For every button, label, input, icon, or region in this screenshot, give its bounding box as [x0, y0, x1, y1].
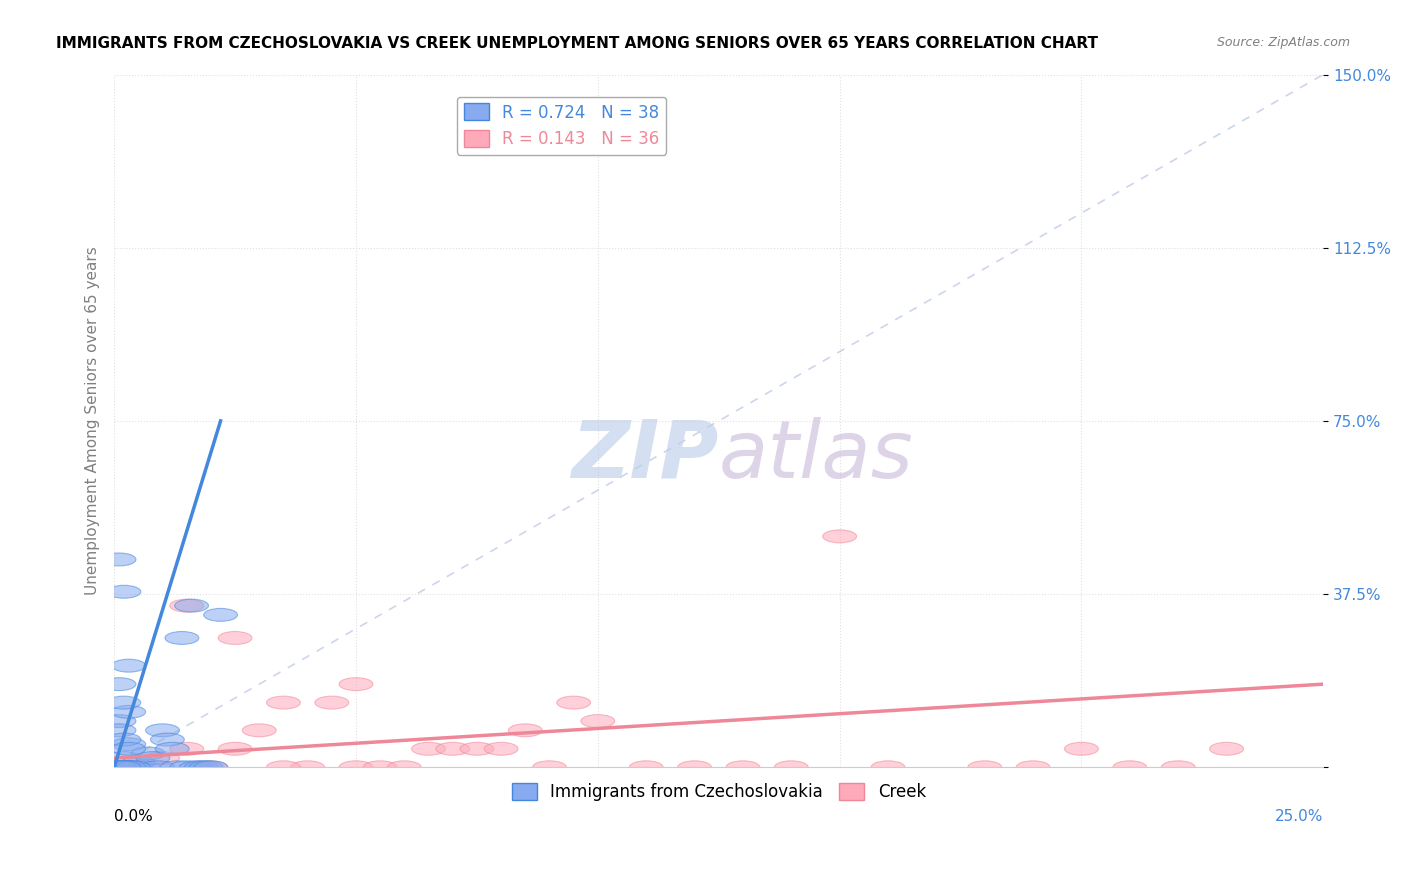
Ellipse shape [242, 723, 276, 737]
Ellipse shape [581, 714, 614, 728]
Ellipse shape [103, 553, 136, 566]
Ellipse shape [146, 723, 180, 737]
Ellipse shape [170, 742, 204, 756]
Ellipse shape [107, 761, 141, 773]
Text: IMMIGRANTS FROM CZECHOSLOVAKIA VS CREEK UNEMPLOYMENT AMONG SENIORS OVER 65 YEARS: IMMIGRANTS FROM CZECHOSLOVAKIA VS CREEK … [56, 36, 1098, 51]
Ellipse shape [141, 761, 174, 773]
Ellipse shape [111, 738, 146, 751]
Ellipse shape [155, 742, 190, 756]
Ellipse shape [460, 742, 494, 756]
Ellipse shape [146, 752, 180, 764]
Text: 0.0%: 0.0% [114, 809, 153, 824]
Ellipse shape [678, 761, 711, 773]
Ellipse shape [194, 761, 228, 773]
Ellipse shape [484, 742, 517, 756]
Ellipse shape [967, 761, 1001, 773]
Ellipse shape [107, 761, 141, 773]
Ellipse shape [1161, 761, 1195, 773]
Ellipse shape [107, 752, 141, 764]
Text: ZIP: ZIP [571, 417, 718, 494]
Ellipse shape [160, 761, 194, 773]
Ellipse shape [872, 761, 905, 773]
Ellipse shape [174, 599, 208, 612]
Ellipse shape [436, 742, 470, 756]
Ellipse shape [165, 632, 198, 644]
Ellipse shape [121, 756, 155, 769]
Text: 25.0%: 25.0% [1275, 809, 1323, 824]
Ellipse shape [194, 761, 228, 773]
Ellipse shape [533, 761, 567, 773]
Ellipse shape [103, 678, 136, 690]
Ellipse shape [1017, 761, 1050, 773]
Ellipse shape [127, 761, 160, 773]
Ellipse shape [180, 761, 214, 773]
Ellipse shape [218, 632, 252, 644]
Ellipse shape [190, 761, 224, 773]
Ellipse shape [103, 723, 136, 737]
Ellipse shape [339, 761, 373, 773]
Text: Source: ZipAtlas.com: Source: ZipAtlas.com [1216, 36, 1350, 49]
Ellipse shape [103, 714, 136, 728]
Ellipse shape [315, 696, 349, 709]
Ellipse shape [111, 761, 146, 773]
Ellipse shape [267, 696, 301, 709]
Ellipse shape [111, 742, 146, 756]
Ellipse shape [557, 696, 591, 709]
Ellipse shape [131, 747, 165, 760]
Ellipse shape [111, 659, 146, 673]
Ellipse shape [363, 761, 396, 773]
Text: atlas: atlas [718, 417, 914, 494]
Ellipse shape [267, 761, 301, 773]
Ellipse shape [823, 530, 856, 543]
Ellipse shape [184, 761, 218, 773]
Ellipse shape [170, 761, 204, 773]
Ellipse shape [107, 733, 141, 746]
Ellipse shape [291, 761, 325, 773]
Ellipse shape [1209, 742, 1243, 756]
Ellipse shape [111, 706, 146, 718]
Ellipse shape [412, 742, 446, 756]
Ellipse shape [204, 608, 238, 622]
Ellipse shape [218, 742, 252, 756]
Ellipse shape [111, 761, 146, 773]
Ellipse shape [121, 761, 155, 773]
Ellipse shape [103, 761, 136, 773]
Ellipse shape [725, 761, 759, 773]
Ellipse shape [1064, 742, 1098, 756]
Ellipse shape [170, 599, 204, 612]
Ellipse shape [1114, 761, 1147, 773]
Ellipse shape [630, 761, 664, 773]
Ellipse shape [107, 696, 141, 709]
Ellipse shape [103, 761, 136, 773]
Ellipse shape [107, 585, 141, 599]
Ellipse shape [103, 761, 136, 773]
Ellipse shape [775, 761, 808, 773]
Ellipse shape [150, 733, 184, 746]
Ellipse shape [339, 678, 373, 690]
Ellipse shape [509, 723, 543, 737]
Ellipse shape [136, 752, 170, 764]
Legend: Immigrants from Czechoslovakia, Creek: Immigrants from Czechoslovakia, Creek [505, 776, 932, 807]
Ellipse shape [117, 761, 150, 773]
Ellipse shape [388, 761, 422, 773]
Ellipse shape [117, 761, 150, 773]
Y-axis label: Unemployment Among Seniors over 65 years: Unemployment Among Seniors over 65 years [86, 246, 100, 595]
